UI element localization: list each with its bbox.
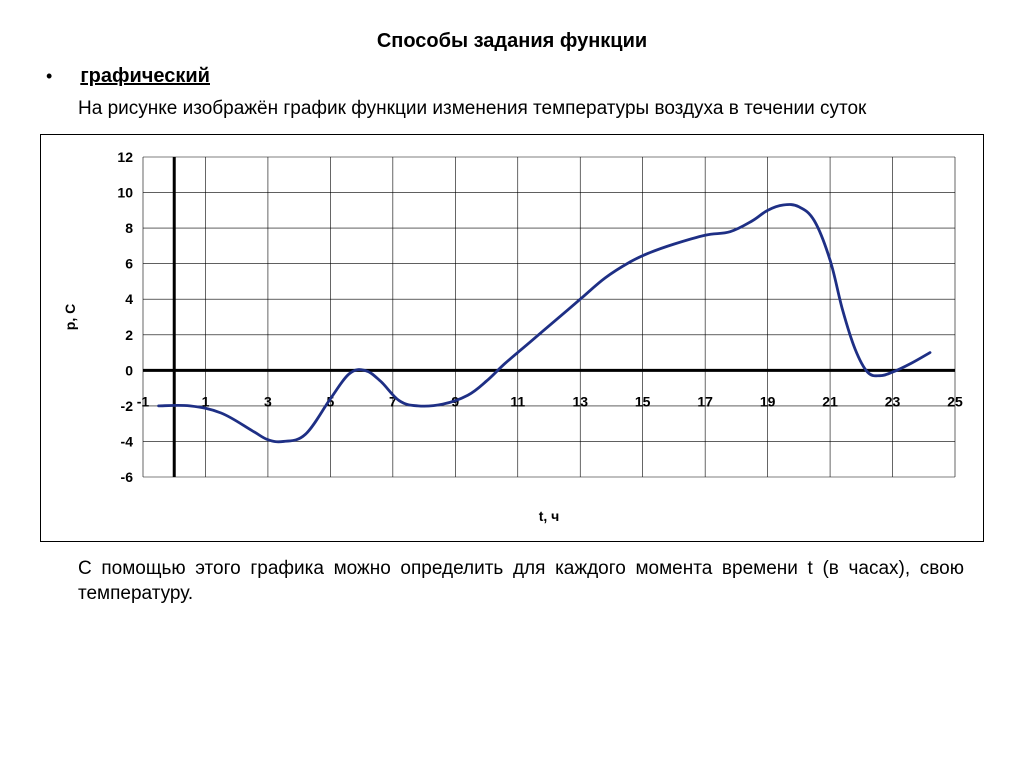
bullet-dot: • bbox=[46, 67, 52, 85]
svg-text:p, C: p, C bbox=[62, 303, 78, 329]
svg-text:25: 25 bbox=[947, 393, 963, 409]
svg-text:11: 11 bbox=[510, 393, 525, 409]
bullet-row: • графический bbox=[46, 65, 984, 88]
svg-text:0: 0 bbox=[125, 362, 133, 378]
svg-text:-6: -6 bbox=[121, 469, 134, 485]
svg-text:21: 21 bbox=[822, 393, 838, 409]
svg-text:2: 2 bbox=[125, 326, 133, 342]
svg-text:15: 15 bbox=[635, 393, 651, 409]
svg-text:-1: -1 bbox=[137, 393, 150, 409]
svg-text:17: 17 bbox=[697, 393, 713, 409]
svg-text:13: 13 bbox=[572, 393, 588, 409]
svg-text:6: 6 bbox=[125, 255, 133, 271]
svg-text:t, ч: t, ч bbox=[539, 508, 560, 524]
svg-text:4: 4 bbox=[125, 291, 133, 307]
svg-text:19: 19 bbox=[760, 393, 776, 409]
svg-text:-2: -2 bbox=[121, 398, 134, 414]
svg-text:8: 8 bbox=[125, 220, 133, 236]
page-title: Способы задания функции bbox=[40, 30, 984, 53]
subtitle: графический bbox=[80, 65, 210, 88]
svg-text:-4: -4 bbox=[121, 433, 134, 449]
chart-frame: -1135791113151719212325-6-4-2024681012t,… bbox=[40, 134, 984, 542]
outro-text: С помощью этого графика можно определить… bbox=[78, 556, 964, 607]
svg-text:12: 12 bbox=[117, 149, 133, 165]
intro-text: На рисунке изображён график функции изме… bbox=[78, 96, 964, 122]
svg-text:3: 3 bbox=[264, 393, 272, 409]
svg-text:10: 10 bbox=[117, 184, 133, 200]
temperature-chart: -1135791113151719212325-6-4-2024681012t,… bbox=[53, 143, 971, 533]
svg-text:23: 23 bbox=[885, 393, 901, 409]
